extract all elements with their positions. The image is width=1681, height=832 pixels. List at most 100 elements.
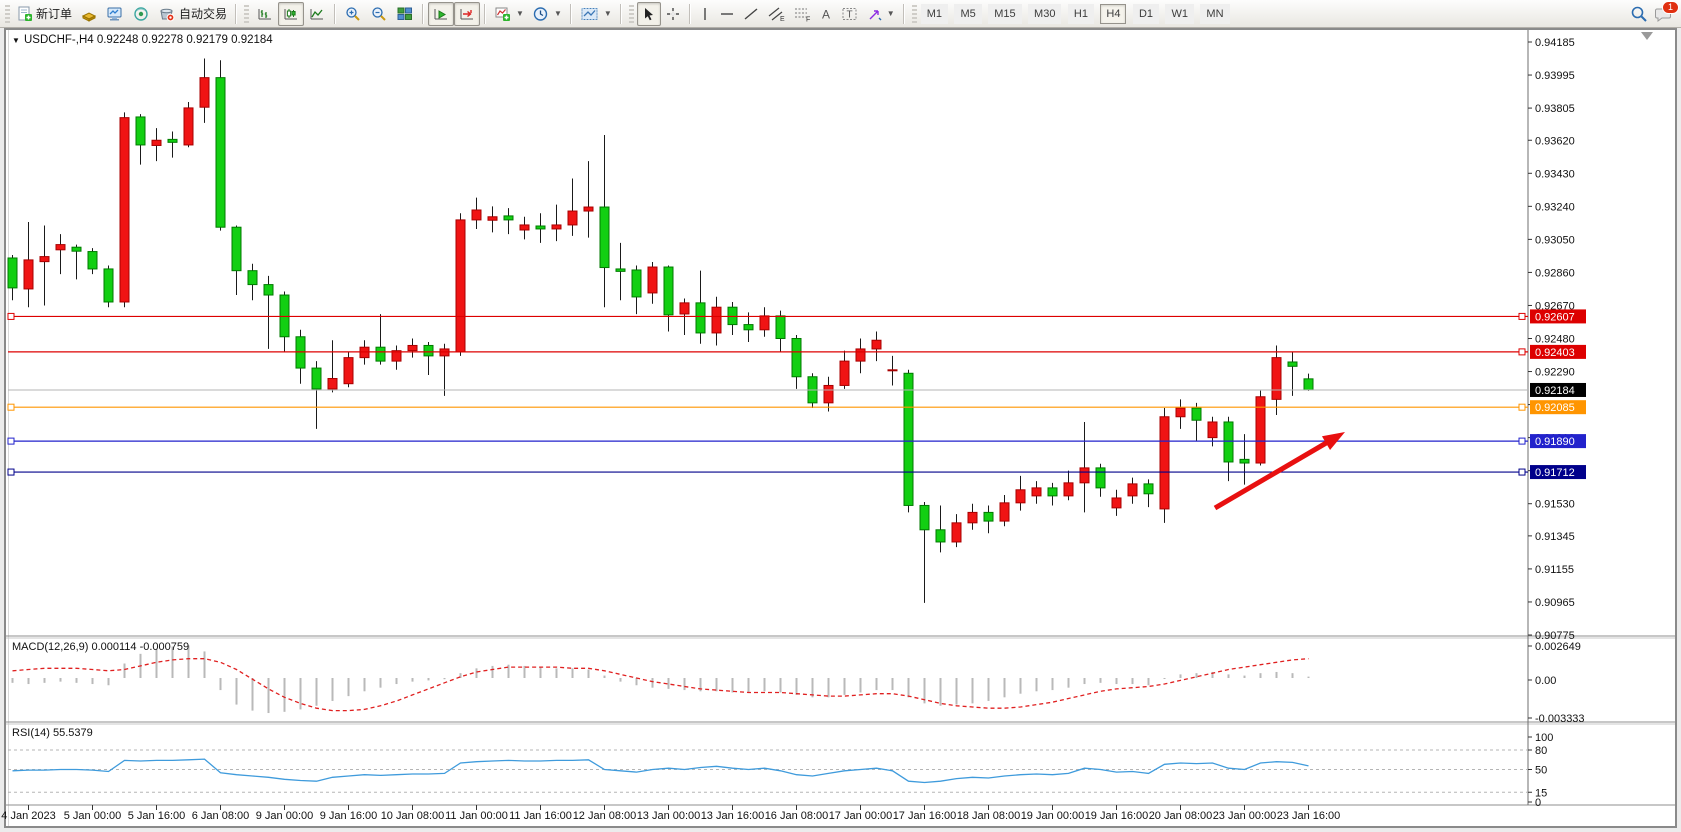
market-depth-button[interactable] (76, 2, 102, 26)
svg-text:0.93995: 0.93995 (1535, 70, 1575, 82)
periods-button[interactable]: ▼ (528, 2, 566, 26)
macd-histogram-bar (235, 678, 238, 705)
macd-histogram-bar (1163, 678, 1166, 679)
svg-text:0.92290: 0.92290 (1535, 367, 1575, 379)
bull-candle (551, 224, 562, 230)
trendline-tool-button[interactable] (739, 2, 763, 26)
bull-candle (823, 384, 834, 404)
svg-text:4 Jan 2023: 4 Jan 2023 (1, 810, 55, 822)
svg-text:16 Jan 08:00: 16 Jan 08:00 (765, 810, 829, 822)
svg-text:6 Jan 08:00: 6 Jan 08:00 (192, 810, 250, 822)
hline-anchor[interactable] (1518, 468, 1526, 476)
zoom-in-button[interactable] (340, 2, 366, 26)
autoscroll-button[interactable] (428, 1, 455, 26)
macd-histogram-bar (651, 678, 654, 688)
new-order-button[interactable]: 新订单 (13, 2, 76, 26)
macd-histogram-bar (859, 678, 862, 693)
signal-icon (134, 6, 148, 21)
bear-candle (695, 302, 706, 334)
chart-shift-marker[interactable] (1641, 32, 1653, 40)
hline-anchor[interactable] (7, 437, 15, 445)
crosshair-icon (666, 7, 679, 20)
bear-candle (903, 372, 914, 506)
notifications-button[interactable]: 1 (1654, 0, 1679, 23)
bear-candle (743, 324, 754, 331)
macd-histogram-bar (1019, 678, 1022, 694)
timeframe-M5[interactable]: M5 (954, 3, 982, 24)
bull-candle (343, 357, 354, 385)
bull-candle (39, 256, 50, 263)
hline-anchor[interactable] (1518, 348, 1526, 356)
svg-text:80: 80 (1535, 745, 1547, 757)
arrows-tool-button[interactable]: ▼ (863, 2, 899, 26)
signals-button[interactable] (128, 2, 154, 26)
macd-histogram-bar (171, 646, 174, 678)
tile-windows-button[interactable] (392, 2, 418, 26)
bear-candle (935, 529, 946, 543)
timeframe-M15[interactable]: M15 (988, 3, 1022, 24)
trend-arrow[interactable] (1213, 437, 1333, 511)
chart-shift-button[interactable] (454, 1, 481, 26)
time-axis: 4 Jan 2023 5 Jan 00:00 5 Jan 16:00 6 Jan 08… (1, 805, 1340, 822)
cursor-icon (644, 7, 653, 20)
line-chart-button[interactable] (304, 2, 330, 26)
horizontal-line-icon (720, 12, 733, 15)
timeframe-H4[interactable]: H4 (1100, 3, 1127, 24)
bear-candle (263, 284, 274, 296)
macd-histogram-bar (379, 678, 382, 688)
zoom-out-button[interactable] (366, 2, 392, 26)
timeframe-M30[interactable]: M30 (1028, 3, 1062, 24)
hline-anchor[interactable] (7, 468, 15, 476)
bar-chart-button[interactable] (252, 2, 278, 26)
bull-candle (967, 511, 978, 524)
text-tool-button[interactable]: A (815, 2, 837, 26)
vertical-line-tool-button[interactable] (695, 2, 715, 26)
toolbar-drag-handle[interactable] (5, 4, 10, 23)
hline-anchor[interactable] (7, 312, 15, 320)
macd-axis: 0.002649 0.00 -0.003333 (1528, 641, 1585, 725)
bull-candle (839, 360, 850, 386)
autotrading-button[interactable]: 自动交易 (154, 2, 231, 26)
bull-candle (1255, 396, 1266, 464)
indicators-button[interactable]: ▼ (490, 2, 528, 26)
macd-histogram-bar (907, 678, 910, 698)
macd-histogram-bar (187, 645, 190, 678)
tile-windows-icon (397, 7, 413, 20)
timeframe-H1[interactable]: H1 (1067, 3, 1094, 24)
bear-candle (535, 225, 546, 230)
cursor-tool-button[interactable] (636, 1, 661, 26)
macd-histogram-bar (1051, 678, 1054, 691)
timeframe-D1[interactable]: D1 (1132, 3, 1159, 24)
hline-anchor[interactable] (7, 403, 15, 411)
fibonacci-tool-button[interactable]: F (789, 2, 815, 26)
horizontal-line-tool-button[interactable] (715, 2, 739, 26)
bull-candle (1015, 489, 1026, 504)
chart-window-button[interactable] (102, 2, 128, 26)
candlestick-chart-button[interactable] (278, 1, 305, 26)
templates-button[interactable]: ▼ (576, 2, 616, 26)
hline-anchor[interactable] (1518, 437, 1526, 445)
macd-histogram-bar (971, 678, 974, 704)
timeframe-MN[interactable]: MN (1200, 3, 1230, 24)
label-tool-button[interactable]: T (837, 2, 863, 26)
macd-histogram-bar (1115, 678, 1118, 685)
channel-tool-button[interactable]: E (763, 2, 789, 26)
one-click-panel-toggle[interactable]: ▼ (12, 36, 20, 45)
hline-anchor[interactable] (1518, 312, 1526, 320)
macd-histogram-bar (891, 678, 894, 691)
gold-bar-icon (81, 11, 97, 22)
crosshair-tool-button[interactable] (661, 2, 685, 26)
vertical-line-icon (704, 7, 706, 20)
hline-anchor[interactable] (1518, 403, 1526, 411)
timeframe-M1[interactable]: M1 (920, 3, 948, 24)
zoom-out-icon (372, 6, 386, 21)
arrows-tool-icon (869, 9, 882, 20)
svg-text:0: 0 (1535, 797, 1541, 809)
timeframe-W1[interactable]: W1 (1165, 3, 1194, 24)
trend-arrow-head[interactable] (1321, 432, 1345, 451)
autotrading-label: 自动交易 (179, 7, 228, 21)
search-icon[interactable] (1630, 5, 1648, 23)
bull-candle (151, 139, 162, 146)
bear-candle (71, 246, 82, 252)
